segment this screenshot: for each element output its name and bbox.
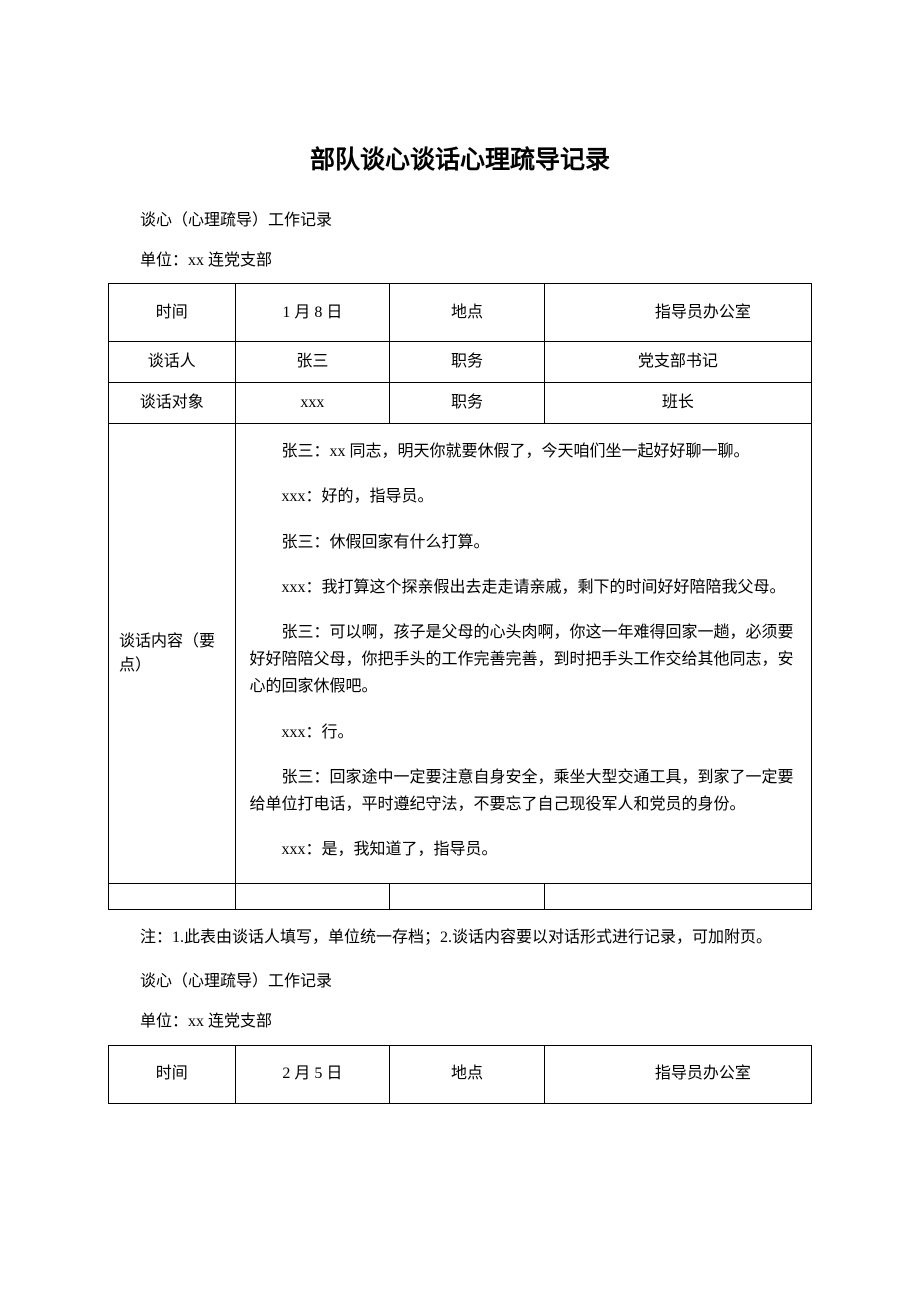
record-table-2: 时间 2 月 5 日 地点 指导员办公室 xyxy=(108,1045,812,1104)
cell-time-label-2: 时间 xyxy=(109,1045,236,1103)
dialogue-line: 张三：可以啊，孩子是父母的心头肉啊，你这一年难得回家一趟，必须要好好陪陪父母，你… xyxy=(250,619,797,701)
cell-position2-value: 班长 xyxy=(544,383,811,424)
cell-subject-label: 谈话对象 xyxy=(109,383,236,424)
dialogue-line: 张三：休假回家有什么打算。 xyxy=(250,529,797,556)
table-row: 谈话内容（要点） 张三：xx 同志，明天你就要休假了，今天咱们坐一起好好聊一聊。… xyxy=(109,424,812,884)
table-row: 时间 2 月 5 日 地点 指导员办公室 xyxy=(109,1045,812,1103)
cell-time-value: 1 月 8 日 xyxy=(235,284,390,342)
dialogue-line: xxx：我打算这个探亲假出去走走请亲戚，剩下的时间好好陪陪我父母。 xyxy=(250,574,797,601)
empty-cell xyxy=(544,884,811,910)
record-subtitle-2: 谈心（心理疏导）工作记录 xyxy=(108,969,812,995)
dialogue-line: 张三：xx 同志，明天你就要休假了，今天咱们坐一起好好聊一聊。 xyxy=(250,438,797,465)
record-subtitle-1: 谈心（心理疏导）工作记录 xyxy=(108,208,812,234)
table-row-empty xyxy=(109,884,812,910)
dialogue-line: xxx：行。 xyxy=(250,719,797,746)
empty-cell xyxy=(235,884,390,910)
cell-location-label-2: 地点 xyxy=(390,1045,545,1103)
dialogue-line: xxx：好的，指导员。 xyxy=(250,483,797,510)
cell-talker-label: 谈话人 xyxy=(109,342,236,383)
dialogue-line: xxx：是，我知道了，指导员。 xyxy=(250,836,797,863)
table-row: 时间 1 月 8 日 地点 指导员办公室 xyxy=(109,284,812,342)
dialogue-line: 张三：回家途中一定要注意自身安全，乘坐大型交通工具，到家了一定要给单位打电话，平… xyxy=(250,764,797,818)
cell-subject-value: xxx xyxy=(235,383,390,424)
cell-time-value-2: 2 月 5 日 xyxy=(235,1045,390,1103)
cell-talker-value: 张三 xyxy=(235,342,390,383)
cell-position2-label: 职务 xyxy=(390,383,545,424)
cell-position-value: 党支部书记 xyxy=(544,342,811,383)
note-text: 注：1.此表由谈话人填写，单位统一存档；2.谈话内容要以对话形式进行记录，可加附… xyxy=(108,924,812,951)
cell-content-label: 谈话内容（要点） xyxy=(109,424,236,884)
cell-position-label: 职务 xyxy=(390,342,545,383)
cell-location-label: 地点 xyxy=(390,284,545,342)
cell-content-value: 张三：xx 同志，明天你就要休假了，今天咱们坐一起好好聊一聊。 xxx：好的，指… xyxy=(235,424,811,884)
cell-time-label: 时间 xyxy=(109,284,236,342)
cell-location-value: 指导员办公室 xyxy=(544,284,811,342)
unit-label-2: 单位：xx 连党支部 xyxy=(108,1009,812,1035)
empty-cell xyxy=(109,884,236,910)
unit-label-1: 单位：xx 连党支部 xyxy=(108,248,812,274)
document-title: 部队谈心谈话心理疏导记录 xyxy=(108,140,812,176)
cell-location-value-2: 指导员办公室 xyxy=(544,1045,811,1103)
empty-cell xyxy=(390,884,545,910)
table-row: 谈话对象 xxx 职务 班长 xyxy=(109,383,812,424)
table-row: 谈话人 张三 职务 党支部书记 xyxy=(109,342,812,383)
record-table-1: 时间 1 月 8 日 地点 指导员办公室 谈话人 张三 职务 党支部书记 谈话对… xyxy=(108,283,812,910)
